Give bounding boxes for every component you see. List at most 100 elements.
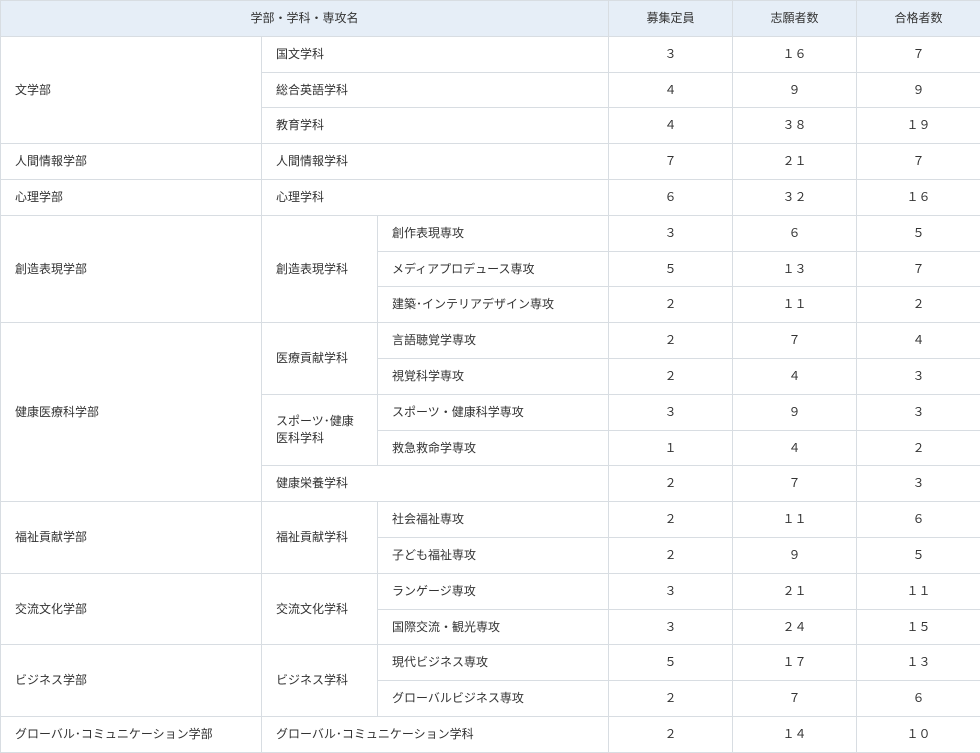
dept-cell: 心理学科 [262, 179, 609, 215]
accepted-cell: １６ [857, 179, 980, 215]
accepted-cell: ３ [857, 358, 980, 394]
faculty-cell: 心理学部 [1, 179, 262, 215]
dept-cell: 福祉貢献学科 [262, 502, 378, 574]
dept-cell: スポーツ･健康医科学科 [262, 394, 378, 466]
applicants-cell: ９ [733, 72, 857, 108]
capacity-cell: ３ [609, 36, 733, 72]
capacity-cell: ５ [609, 645, 733, 681]
dept-cell: 国文学科 [262, 36, 609, 72]
dept-cell: 人間情報学科 [262, 144, 609, 180]
capacity-cell: ６ [609, 179, 733, 215]
accepted-cell: ４ [857, 323, 980, 359]
applicants-cell: ２１ [733, 573, 857, 609]
capacity-cell: ３ [609, 609, 733, 645]
capacity-cell: ５ [609, 251, 733, 287]
faculty-cell: 人間情報学部 [1, 144, 262, 180]
accepted-cell: １０ [857, 716, 980, 752]
capacity-cell: ２ [609, 466, 733, 502]
major-cell: グローバルビジネス専攻 [378, 681, 609, 717]
accepted-cell: ７ [857, 251, 980, 287]
faculty-cell: 健康医療科学部 [1, 323, 262, 502]
applicants-cell: １７ [733, 645, 857, 681]
accepted-cell: ２ [857, 430, 980, 466]
capacity-cell: ３ [609, 394, 733, 430]
faculty-cell: グローバル･コミュニケーション学部 [1, 716, 262, 752]
applicants-cell: １６ [733, 36, 857, 72]
dept-cell: ビジネス学科 [262, 645, 378, 717]
dept-cell: 交流文化学科 [262, 573, 378, 645]
major-cell: 社会福祉専攻 [378, 502, 609, 538]
table-row: 創造表現学部 創造表現学科 創作表現専攻 ３ ６ ５ [1, 215, 980, 251]
dept-cell: グローバル･コミュニケーション学科 [262, 716, 609, 752]
table-row: ビジネス学部 ビジネス学科 現代ビジネス専攻 ５ １７ １３ [1, 645, 980, 681]
applicants-cell: １４ [733, 716, 857, 752]
accepted-cell: ７ [857, 36, 980, 72]
dept-cell: 創造表現学科 [262, 215, 378, 322]
capacity-cell: ４ [609, 108, 733, 144]
applicants-cell: １１ [733, 502, 857, 538]
capacity-cell: ２ [609, 537, 733, 573]
capacity-cell: ２ [609, 287, 733, 323]
accepted-cell: １１ [857, 573, 980, 609]
faculty-cell: 交流文化学部 [1, 573, 262, 645]
major-cell: メディアプロデュース専攻 [378, 251, 609, 287]
col-name: 学部・学科・専攻名 [1, 1, 609, 37]
applicants-cell: ７ [733, 323, 857, 359]
accepted-cell: １９ [857, 108, 980, 144]
faculty-cell: ビジネス学部 [1, 645, 262, 717]
capacity-cell: ３ [609, 215, 733, 251]
capacity-cell: ２ [609, 502, 733, 538]
accepted-cell: ６ [857, 502, 980, 538]
col-capacity: 募集定員 [609, 1, 733, 37]
applicants-cell: １３ [733, 251, 857, 287]
accepted-cell: ５ [857, 215, 980, 251]
table-row: 人間情報学部 人間情報学科 ７ ２１ ７ [1, 144, 980, 180]
applicants-cell: ７ [733, 681, 857, 717]
major-cell: 子ども福祉専攻 [378, 537, 609, 573]
capacity-cell: ７ [609, 144, 733, 180]
applicants-cell: ９ [733, 394, 857, 430]
table-header-row: 学部・学科・専攻名 募集定員 志願者数 合格者数 [1, 1, 980, 37]
table-row: 健康医療科学部 医療貢献学科 言語聴覚学専攻 ２ ７ ４ [1, 323, 980, 359]
applicants-cell: ７ [733, 466, 857, 502]
major-cell: 救急救命学専攻 [378, 430, 609, 466]
accepted-cell: ７ [857, 144, 980, 180]
accepted-cell: ９ [857, 72, 980, 108]
major-cell: ランゲージ専攻 [378, 573, 609, 609]
applicants-cell: ２４ [733, 609, 857, 645]
major-cell: スポーツ・健康科学専攻 [378, 394, 609, 430]
capacity-cell: ２ [609, 323, 733, 359]
table-row: 文学部 国文学科 ３ １６ ７ [1, 36, 980, 72]
table-row: 交流文化学部 交流文化学科 ランゲージ専攻 ３ ２１ １１ [1, 573, 980, 609]
faculty-cell: 文学部 [1, 36, 262, 143]
accepted-cell: １５ [857, 609, 980, 645]
major-cell: 言語聴覚学専攻 [378, 323, 609, 359]
dept-cell: 健康栄養学科 [262, 466, 609, 502]
major-cell: 国際交流・観光専攻 [378, 609, 609, 645]
major-cell: 視覚科学専攻 [378, 358, 609, 394]
capacity-cell: ２ [609, 358, 733, 394]
capacity-cell: １ [609, 430, 733, 466]
dept-cell: 医療貢献学科 [262, 323, 378, 395]
major-cell: 現代ビジネス専攻 [378, 645, 609, 681]
faculty-cell: 福祉貢献学部 [1, 502, 262, 574]
applicants-cell: ３８ [733, 108, 857, 144]
table-row: グローバル･コミュニケーション学部 グローバル･コミュニケーション学科 ２ １４… [1, 716, 980, 752]
accepted-cell: ３ [857, 466, 980, 502]
applicants-cell: ４ [733, 430, 857, 466]
major-cell: 創作表現専攻 [378, 215, 609, 251]
capacity-cell: ２ [609, 716, 733, 752]
col-applicants: 志願者数 [733, 1, 857, 37]
applicants-cell: ６ [733, 215, 857, 251]
dept-cell: 教育学科 [262, 108, 609, 144]
accepted-cell: ３ [857, 394, 980, 430]
applicants-cell: ２１ [733, 144, 857, 180]
accepted-cell: ２ [857, 287, 980, 323]
faculty-cell: 創造表現学部 [1, 215, 262, 322]
accepted-cell: １３ [857, 645, 980, 681]
accepted-cell: ６ [857, 681, 980, 717]
major-cell: 建築･インテリアデザイン専攻 [378, 287, 609, 323]
applicants-cell: １１ [733, 287, 857, 323]
applicants-cell: ３２ [733, 179, 857, 215]
applicants-cell: ４ [733, 358, 857, 394]
